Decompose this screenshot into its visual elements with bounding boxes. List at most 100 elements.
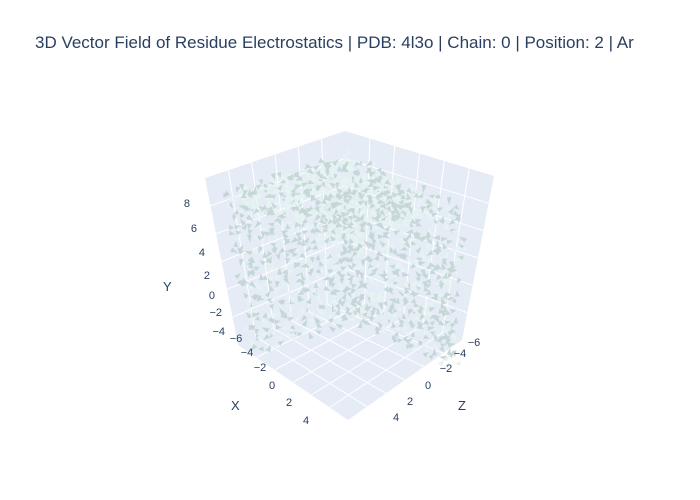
- cone-mark: [441, 236, 448, 242]
- cone-mark: [343, 179, 350, 185]
- cone-mark: [422, 184, 427, 193]
- cone-mark: [302, 189, 311, 196]
- cone-mark: [438, 308, 446, 314]
- cone-mark: [352, 264, 358, 271]
- cone-mark: [340, 211, 346, 218]
- cone-mark: [253, 266, 260, 272]
- cone-mark: [389, 179, 397, 185]
- cone-mark: [408, 322, 416, 329]
- cone-mark: [307, 264, 315, 272]
- cone-mark: [245, 214, 254, 222]
- cone-mark: [378, 302, 383, 311]
- cone-mark: [407, 183, 415, 188]
- cone-mark: [336, 187, 343, 195]
- cone-mark: [268, 230, 276, 235]
- cone-mark: [267, 275, 275, 282]
- cone-mark: [270, 242, 276, 248]
- tick-label: 0: [269, 380, 275, 392]
- cone-mark: [332, 204, 339, 209]
- cone-mark: [366, 194, 372, 203]
- cone-mark: [410, 331, 416, 338]
- cone-mark: [368, 171, 377, 177]
- cone-mark: [451, 298, 457, 304]
- cone-mark: [371, 267, 379, 275]
- cone-mark: [294, 222, 300, 229]
- cone-mark: [237, 232, 243, 239]
- cone-mark: [345, 149, 352, 157]
- cone-mark: [285, 257, 290, 265]
- cone-mark: [258, 206, 265, 212]
- cone-mark: [449, 323, 456, 328]
- cone-mark: [246, 312, 253, 319]
- cone-mark: [406, 192, 412, 201]
- cone-mark: [252, 208, 260, 215]
- cone-mark: [333, 288, 341, 294]
- cone-mark: [232, 209, 240, 215]
- tick-label: 6: [191, 223, 197, 235]
- cone-mark: [372, 273, 379, 281]
- cone-mark: [252, 294, 258, 301]
- cone-mark: [329, 173, 336, 181]
- cone-mark: [318, 186, 327, 192]
- cone-mark: [340, 313, 346, 320]
- cone-mark: [268, 304, 274, 311]
- cone-mark: [336, 165, 342, 172]
- cone-mark: [424, 310, 430, 316]
- cone-mark: [247, 257, 253, 263]
- cone-mark: [421, 341, 429, 346]
- cone-mark: [295, 194, 304, 200]
- cone-mark: [291, 201, 298, 206]
- cone-mark: [412, 307, 420, 314]
- cone-mark: [278, 203, 284, 209]
- cone-mark: [332, 215, 338, 222]
- cone-mark: [346, 186, 352, 194]
- cone-mark: [313, 282, 319, 289]
- cone-mark: [333, 305, 339, 311]
- cone-mark: [308, 248, 313, 257]
- cone-mark: [429, 269, 437, 275]
- cone-mark: [361, 282, 368, 290]
- cone-mark: [377, 199, 386, 205]
- cone-mark: [358, 232, 366, 240]
- cone-mark: [331, 231, 337, 238]
- cone-mark: [451, 268, 458, 274]
- cone-mark: [412, 280, 421, 287]
- cone-mark: [328, 276, 335, 284]
- cone-mark: [300, 262, 309, 268]
- cone-mark: [413, 260, 421, 267]
- cone-mark: [308, 317, 315, 324]
- cone-mark: [305, 163, 314, 169]
- cone-mark: [283, 276, 290, 285]
- cone-mark: [359, 309, 367, 315]
- cone-mark: [229, 225, 235, 231]
- cone-mark: [310, 195, 318, 201]
- cone-mark: [458, 236, 467, 243]
- cone-mark: [283, 238, 291, 246]
- cone-mark: [396, 187, 404, 195]
- cone-mark: [291, 177, 299, 183]
- cone-mark: [325, 253, 333, 259]
- cone-mark: [370, 310, 376, 319]
- cone-mark: [395, 203, 402, 211]
- cone-mark: [458, 255, 464, 261]
- cone-mark: [402, 296, 410, 303]
- cone-mark: [384, 264, 389, 273]
- cone-mark: [356, 300, 362, 308]
- cone-mark: [258, 346, 264, 352]
- cone-mark: [267, 222, 275, 228]
- cone-mark: [268, 317, 275, 324]
- tick-label: 0: [209, 290, 215, 302]
- cone-mark: [364, 187, 371, 193]
- cone-mark: [392, 248, 398, 255]
- cone-mark: [426, 243, 432, 249]
- cone-mark: [342, 257, 349, 262]
- cone-mark: [344, 309, 351, 316]
- cone-mark: [291, 256, 300, 262]
- cone-mark: [446, 197, 452, 205]
- cone-mark: [423, 349, 430, 355]
- cone-mark: [269, 183, 276, 188]
- cone-mark: [278, 247, 286, 254]
- cone-mark: [345, 301, 353, 307]
- cone-mark: [450, 309, 457, 314]
